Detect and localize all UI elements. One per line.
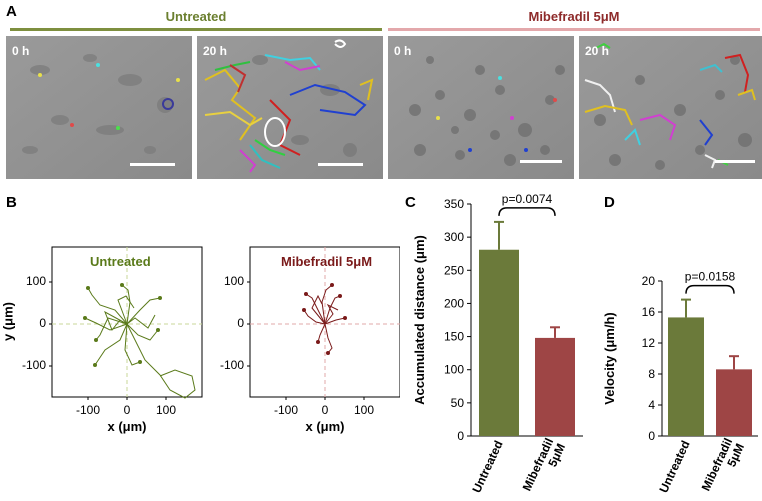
group-label-mibefradil: Mibefradil 5μM [528,9,620,24]
tick-y-100-right: 100 [223,274,244,288]
group-bar-untreated [10,28,382,31]
distance-ytick-label: 250 [444,263,464,277]
panel-b: B [0,190,400,501]
distance-ytick-label: 150 [444,330,464,344]
velocity-ytick-label: 12 [642,336,656,350]
micrographs [6,36,762,179]
axis-label-y-left: y (μm) [0,302,16,342]
panel-letter-c: C [405,194,416,211]
tick-y-minus100-left: -100 [21,358,46,372]
tick-y-100-left: 100 [25,274,46,288]
tick-x-minus100-left: -100 [75,403,101,417]
velocity-ytick-label: 4 [648,398,655,412]
distance-significance-bracket [498,207,556,216]
tick-y-0-right: 0 [237,316,244,330]
velocity-bar-0 [668,317,704,436]
trajectory-plot-untreated [49,246,203,400]
distance-ytick-label: 200 [444,296,464,310]
velocity-ytick-label: 20 [642,274,656,288]
velocity-category-label-0: Untreated [656,438,692,495]
trajectory-title-mibefradil: Mibefradil 5μM [281,254,373,269]
tick-x-100-left: 100 [155,403,177,417]
tick-x-0-left: 0 [123,403,131,417]
axis-label-x-right: x (μm) [305,419,345,434]
trajectory-plot-mibefradil [247,246,400,400]
panel-letter-a: A [6,3,17,20]
panel-letter-b: B [6,194,17,211]
distance-category-label-0: Untreated [469,438,505,495]
group-bar-mibefradil [388,28,760,31]
tick-y-minus100-right: -100 [219,358,244,372]
distance-ytick-label: 350 [444,197,464,211]
tick-x-100-right: 100 [353,403,375,417]
panel-a: A Untreated Mibefradil 5μM [0,0,762,185]
timepoint-label-4: 20 h [585,44,610,58]
distance-category-label-1: Mibefradil5μM [520,436,568,499]
velocity-bar-1 [716,369,752,436]
distance-p-value-label: p=0.0074 [502,192,553,206]
distance-ytick-label: 0 [457,429,464,443]
velocity-axis-label-y: Velocity (μm/h) [602,312,617,404]
velocity-ytick-label: 16 [642,305,656,319]
velocity-p-value-label: p=0.0158 [685,270,736,284]
axis-label-x-left: x (μm) [107,419,147,434]
micrograph-mibefradil-0h [388,36,574,179]
velocity-ytick-label: 0 [648,429,655,443]
trajectory-title-untreated: Untreated [90,254,151,269]
panel-letter-d: D [604,194,615,211]
tick-y-0-left: 0 [39,316,46,330]
tick-x-minus100-right: -100 [273,403,299,417]
tick-x-0-right: 0 [321,403,329,417]
micrograph-untreated-20h [197,36,383,179]
micrograph-mibefradil-20h [579,36,762,179]
group-label-untreated: Untreated [165,9,227,24]
timepoint-label-3: 0 h [394,44,412,58]
distance-ytick-label: 50 [451,396,465,410]
distance-axis-label-y: Accumulated distance (μm) [412,235,427,405]
micrograph-untreated-0h [6,36,192,179]
velocity-ytick-label: 8 [648,367,655,381]
velocity-category-label-1: Mibefradil5μM [699,436,747,499]
distance-bar-1 [535,337,575,436]
distance-ytick-label: 100 [444,363,464,377]
timepoint-label-1: 0 h [12,44,30,58]
trajectory-plots [49,246,400,400]
distance-ytick-label: 300 [444,230,464,244]
distance-bar-0 [479,249,519,436]
timepoint-label-2: 20 h [203,44,228,58]
velocity-significance-bracket [685,284,735,294]
